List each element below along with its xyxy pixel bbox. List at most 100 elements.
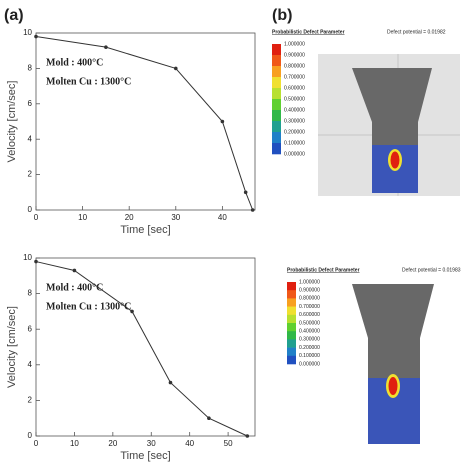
colorbar-label: 0.100000 bbox=[284, 140, 305, 146]
x-tick-label: 50 bbox=[224, 439, 233, 448]
colorbar-segment bbox=[287, 314, 296, 324]
colorbar-label: 0.300000 bbox=[299, 337, 320, 343]
y-tick-label: 4 bbox=[28, 360, 33, 369]
colorbar-segment bbox=[272, 55, 281, 67]
colorbar-segment bbox=[272, 77, 281, 89]
mold-shape bbox=[352, 68, 432, 145]
x-axis-label: Time [sec] bbox=[120, 224, 170, 236]
colorbar-segment bbox=[272, 110, 281, 122]
colorbar-label: 0.700000 bbox=[284, 74, 305, 80]
annotation: Mold : 400°C bbox=[46, 282, 103, 293]
panel-label: (a) bbox=[4, 7, 24, 24]
colorbar-segment bbox=[287, 298, 296, 307]
colorbar-segment bbox=[287, 306, 296, 316]
x-tick-label: 10 bbox=[70, 439, 79, 448]
data-point bbox=[207, 416, 211, 421]
y-axis-label: Velocity [cm/sec] bbox=[6, 81, 18, 163]
colorbar-segment bbox=[272, 88, 281, 100]
y-tick-label: 10 bbox=[23, 28, 32, 37]
plot-frame bbox=[35, 32, 256, 211]
defect-core bbox=[390, 151, 400, 169]
colorbar-label: 0.200000 bbox=[299, 345, 320, 351]
y-tick-label: 0 bbox=[28, 431, 33, 440]
colorbar-label: 0.700000 bbox=[299, 304, 320, 310]
x-axis-label: Time [sec] bbox=[120, 450, 170, 462]
colorbar-segment bbox=[272, 99, 281, 111]
data-point bbox=[173, 66, 178, 71]
x-tick-label: 30 bbox=[171, 213, 180, 222]
colorbar-segment bbox=[287, 290, 296, 299]
annotation: Molten Cu : 1300°C bbox=[46, 76, 131, 87]
data-point bbox=[104, 45, 108, 49]
colorbar-label: 0.000000 bbox=[299, 361, 320, 367]
y-tick-label: 6 bbox=[28, 99, 33, 108]
colorbar-label: 1.000000 bbox=[299, 279, 320, 285]
data-point bbox=[168, 380, 173, 385]
colorbar-segment bbox=[287, 355, 296, 365]
mold-shape bbox=[352, 284, 434, 378]
data-point bbox=[245, 434, 250, 438]
sim-title: Probabilistic Defect Parameter bbox=[272, 29, 345, 35]
colorbar-label: 0.500000 bbox=[299, 320, 320, 326]
y-axis-label: Velocity [cm/sec] bbox=[6, 306, 18, 388]
data-point bbox=[72, 268, 77, 273]
colorbar-segment bbox=[287, 323, 296, 332]
colorbar-label: 1.000000 bbox=[284, 41, 305, 47]
defect-core bbox=[388, 377, 398, 395]
data-point bbox=[34, 259, 38, 264]
colorbar-label: 0.400000 bbox=[284, 107, 305, 113]
sim-note: Defect potential = 0.01982 bbox=[387, 29, 446, 35]
x-tick-label: 30 bbox=[147, 439, 156, 448]
annotation: Molten Cu : 1300°C bbox=[46, 301, 131, 312]
colorbar-segment bbox=[272, 44, 281, 56]
colorbar-segment bbox=[287, 282, 296, 291]
colorbar-label: 0.900000 bbox=[299, 288, 320, 294]
plot-frame bbox=[35, 257, 256, 437]
y-tick-label: 10 bbox=[23, 253, 32, 262]
y-tick-label: 8 bbox=[28, 64, 33, 73]
y-tick-label: 6 bbox=[28, 324, 33, 333]
colorbar-segment bbox=[287, 339, 296, 348]
data-point bbox=[34, 34, 38, 39]
y-tick-label: 2 bbox=[28, 170, 33, 179]
annotation: Mold : 400°C bbox=[46, 57, 103, 68]
colorbar-label: 0.400000 bbox=[299, 329, 320, 335]
x-tick-label: 20 bbox=[108, 439, 117, 448]
data-line bbox=[35, 36, 254, 211]
colorbar-label: 0.600000 bbox=[299, 312, 320, 318]
colorbar-label: 0.000000 bbox=[284, 151, 305, 157]
colorbar-segment bbox=[272, 132, 281, 144]
data-point bbox=[130, 309, 134, 314]
x-tick-label: 0 bbox=[34, 439, 39, 448]
colorbar-label: 0.500000 bbox=[284, 96, 305, 102]
colorbar-label: 0.100000 bbox=[299, 353, 320, 359]
colorbar-segment bbox=[287, 331, 296, 340]
colorbar-segment bbox=[272, 121, 281, 133]
colorbar-segment bbox=[287, 347, 296, 357]
sim-note: Defect potential = 0.01983 bbox=[402, 267, 461, 273]
x-tick-label: 40 bbox=[218, 213, 227, 222]
colorbar-segment bbox=[272, 66, 281, 78]
x-tick-label: 10 bbox=[78, 213, 87, 222]
colorbar-label: 0.900000 bbox=[284, 52, 305, 58]
x-tick-label: 20 bbox=[125, 213, 134, 222]
colorbar-label: 0.800000 bbox=[284, 63, 305, 69]
y-tick-label: 4 bbox=[28, 134, 33, 143]
data-point bbox=[250, 208, 255, 212]
y-tick-label: 2 bbox=[28, 396, 33, 405]
sim-title: Probabilistic Defect Parameter bbox=[287, 267, 360, 273]
colorbar-label: 0.300000 bbox=[284, 118, 305, 124]
data-point bbox=[220, 119, 225, 124]
y-tick-label: 8 bbox=[28, 289, 33, 298]
panel-label: (b) bbox=[272, 7, 292, 24]
data-point bbox=[243, 190, 248, 195]
colorbar-label: 0.600000 bbox=[284, 85, 305, 91]
y-tick-label: 0 bbox=[28, 205, 33, 214]
colorbar-label: 0.200000 bbox=[284, 129, 305, 135]
data-line bbox=[35, 261, 248, 437]
x-tick-label: 40 bbox=[185, 439, 194, 448]
x-tick-label: 0 bbox=[34, 213, 39, 222]
colorbar-label: 0.800000 bbox=[299, 296, 320, 302]
colorbar-segment bbox=[272, 143, 281, 155]
